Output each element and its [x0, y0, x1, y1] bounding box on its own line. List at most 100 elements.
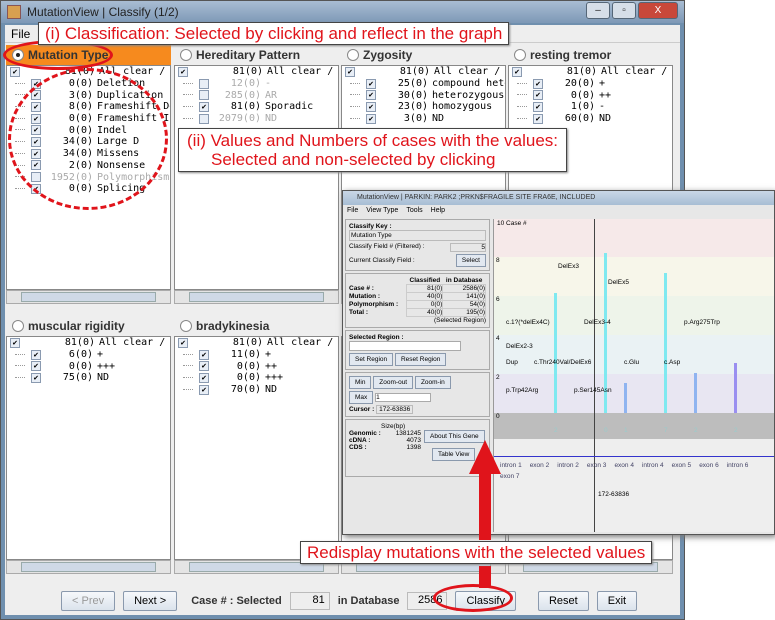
- value-row[interactable]: ✔ 60(0) ND: [509, 113, 672, 125]
- reset-region-button[interactable]: Reset Region: [394, 353, 447, 366]
- minimize-button[interactable]: –: [586, 2, 610, 19]
- checkbox[interactable]: ✔: [366, 78, 376, 89]
- about-gene-button[interactable]: About This Gene: [424, 430, 485, 443]
- horizontal-scrollbar[interactable]: [174, 290, 339, 304]
- checkbox[interactable]: ✔: [199, 361, 209, 372]
- value-row[interactable]: 2079(0) ND: [175, 113, 338, 125]
- panel-header[interactable]: bradykinesia: [174, 316, 339, 336]
- all-select-row[interactable]: ✔ 81(0) All clear / select: [342, 66, 505, 78]
- value-row[interactable]: ✔ 0(0) ++: [175, 360, 338, 372]
- menu-file[interactable]: File: [347, 207, 359, 214]
- checkbox[interactable]: ✔: [345, 66, 355, 77]
- value-row[interactable]: ✔ 0(0) +++: [7, 360, 170, 372]
- checkbox[interactable]: ✔: [533, 78, 543, 89]
- label: All clear / select: [434, 66, 505, 78]
- value-row[interactable]: ✔ 6(0) +: [7, 349, 170, 361]
- value-row[interactable]: ✔ 11(0) +: [175, 349, 338, 361]
- checkbox[interactable]: ✔: [199, 101, 209, 112]
- checkbox[interactable]: [199, 90, 209, 101]
- panel-header[interactable]: Zygosity: [341, 45, 506, 65]
- checkbox[interactable]: ✔: [533, 90, 543, 101]
- menu-file[interactable]: File: [11, 27, 31, 41]
- checkbox[interactable]: ✔: [366, 113, 376, 124]
- all-select-row[interactable]: ✔ 81(0) All clear / select: [509, 66, 672, 78]
- close-button[interactable]: X: [638, 2, 678, 19]
- checkbox[interactable]: ✔: [512, 66, 522, 77]
- all-select-row[interactable]: ✔ 81(0) All clear / select: [7, 337, 170, 349]
- checkbox[interactable]: ✔: [178, 66, 188, 77]
- mutation-bar[interactable]: [694, 373, 697, 413]
- mutation-bar[interactable]: [624, 383, 627, 413]
- value-row[interactable]: 12(0) -: [175, 78, 338, 90]
- zoom-input[interactable]: 1: [375, 393, 432, 402]
- checkbox[interactable]: ✔: [10, 66, 20, 77]
- max-button[interactable]: Max: [349, 391, 374, 404]
- value-row[interactable]: ✔ 0(0) ++: [509, 89, 672, 101]
- panel-header[interactable]: Hereditary Pattern: [174, 45, 339, 65]
- checkbox[interactable]: ✔: [199, 372, 209, 383]
- mutation-bar[interactable]: [604, 253, 607, 413]
- zoom-out-button[interactable]: Zoom-out: [373, 376, 414, 389]
- menu-tools[interactable]: Tools: [406, 207, 423, 214]
- horizontal-scrollbar[interactable]: [6, 290, 171, 304]
- value-row[interactable]: ✔ 23(0) homozygous: [342, 101, 505, 113]
- exit-button[interactable]: Exit: [596, 591, 638, 611]
- checkbox[interactable]: ✔: [10, 337, 20, 348]
- value-row[interactable]: ✔ 30(0) heterozygous: [342, 89, 505, 101]
- annotation-values-line1: (ii) Values and Numbers of cases with th…: [187, 131, 559, 150]
- mutation-bar[interactable]: [664, 273, 667, 413]
- select-button[interactable]: Select: [455, 254, 486, 267]
- prev-button[interactable]: < Prev: [61, 591, 116, 611]
- value-row[interactable]: ✔ 81(0) Sporadic: [175, 101, 338, 113]
- mutation-graph[interactable]: 10 Case # DelEx3 DelEx5 c.1?(*delEx4C) DelE…: [493, 219, 774, 532]
- set-region-button[interactable]: Set Region: [349, 353, 394, 366]
- radio-button[interactable]: [180, 320, 192, 332]
- reset-button[interactable]: Reset: [537, 591, 589, 611]
- checkbox[interactable]: ✔: [199, 384, 209, 395]
- value-row[interactable]: ✔ 1(0) -: [509, 101, 672, 113]
- value-row[interactable]: ✔ 20(0) +: [509, 78, 672, 90]
- checkbox[interactable]: ✔: [31, 349, 41, 360]
- horizontal-scrollbar[interactable]: [174, 560, 339, 574]
- value-row[interactable]: ✔ 3(0) ND: [342, 113, 505, 125]
- all-select-row[interactable]: ✔ 81(0) All clear / s: [175, 337, 338, 349]
- radio-button[interactable]: [347, 49, 359, 61]
- java-app-icon: [7, 5, 21, 19]
- checkbox[interactable]: [199, 113, 209, 124]
- checkbox[interactable]: ✔: [178, 337, 188, 348]
- count: 81(0): [64, 337, 95, 349]
- value-row[interactable]: 285(0) AR: [175, 89, 338, 101]
- radio-button[interactable]: [514, 49, 526, 61]
- mutation-bar[interactable]: [734, 363, 737, 413]
- all-select-row[interactable]: ✔ 81(0) All clear / select: [175, 66, 338, 78]
- value-row[interactable]: ✔ 75(0) ND: [7, 372, 170, 384]
- radio-button[interactable]: [180, 49, 192, 61]
- checkbox[interactable]: [199, 78, 209, 89]
- panel-header[interactable]: muscular rigidity: [6, 316, 171, 336]
- panel-header[interactable]: resting tremor: [508, 45, 673, 65]
- bar-count: 1: [624, 427, 628, 434]
- panel-title: muscular rigidity: [28, 319, 125, 333]
- checkbox[interactable]: ✔: [533, 101, 543, 112]
- checkbox[interactable]: ✔: [366, 101, 376, 112]
- min-button[interactable]: Min: [349, 376, 372, 389]
- checkbox[interactable]: ✔: [31, 361, 41, 372]
- mutation-bar[interactable]: [554, 293, 557, 413]
- value-row[interactable]: ✔ 70(0) ND: [175, 384, 338, 396]
- label: All clear / select: [99, 337, 170, 349]
- checkbox[interactable]: ✔: [366, 90, 376, 101]
- menu-help[interactable]: Help: [430, 207, 446, 214]
- checkbox[interactable]: ✔: [199, 349, 209, 360]
- region-scrollbar[interactable]: [349, 341, 461, 351]
- checkbox[interactable]: ✔: [31, 372, 41, 383]
- radio-button[interactable]: [12, 320, 24, 332]
- next-button[interactable]: Next >: [123, 591, 178, 611]
- menu-view-type[interactable]: View Type: [366, 207, 399, 214]
- zoom-in-button[interactable]: Zoom-in: [414, 376, 451, 389]
- checkbox[interactable]: ✔: [533, 113, 543, 124]
- value-row[interactable]: ✔ 25(0) compound hetero: [342, 78, 505, 90]
- label: compound hetero: [432, 78, 505, 90]
- value-row[interactable]: ✔ 0(0) +++: [175, 372, 338, 384]
- maximize-button[interactable]: ▫: [612, 2, 636, 19]
- horizontal-scrollbar[interactable]: [6, 560, 171, 574]
